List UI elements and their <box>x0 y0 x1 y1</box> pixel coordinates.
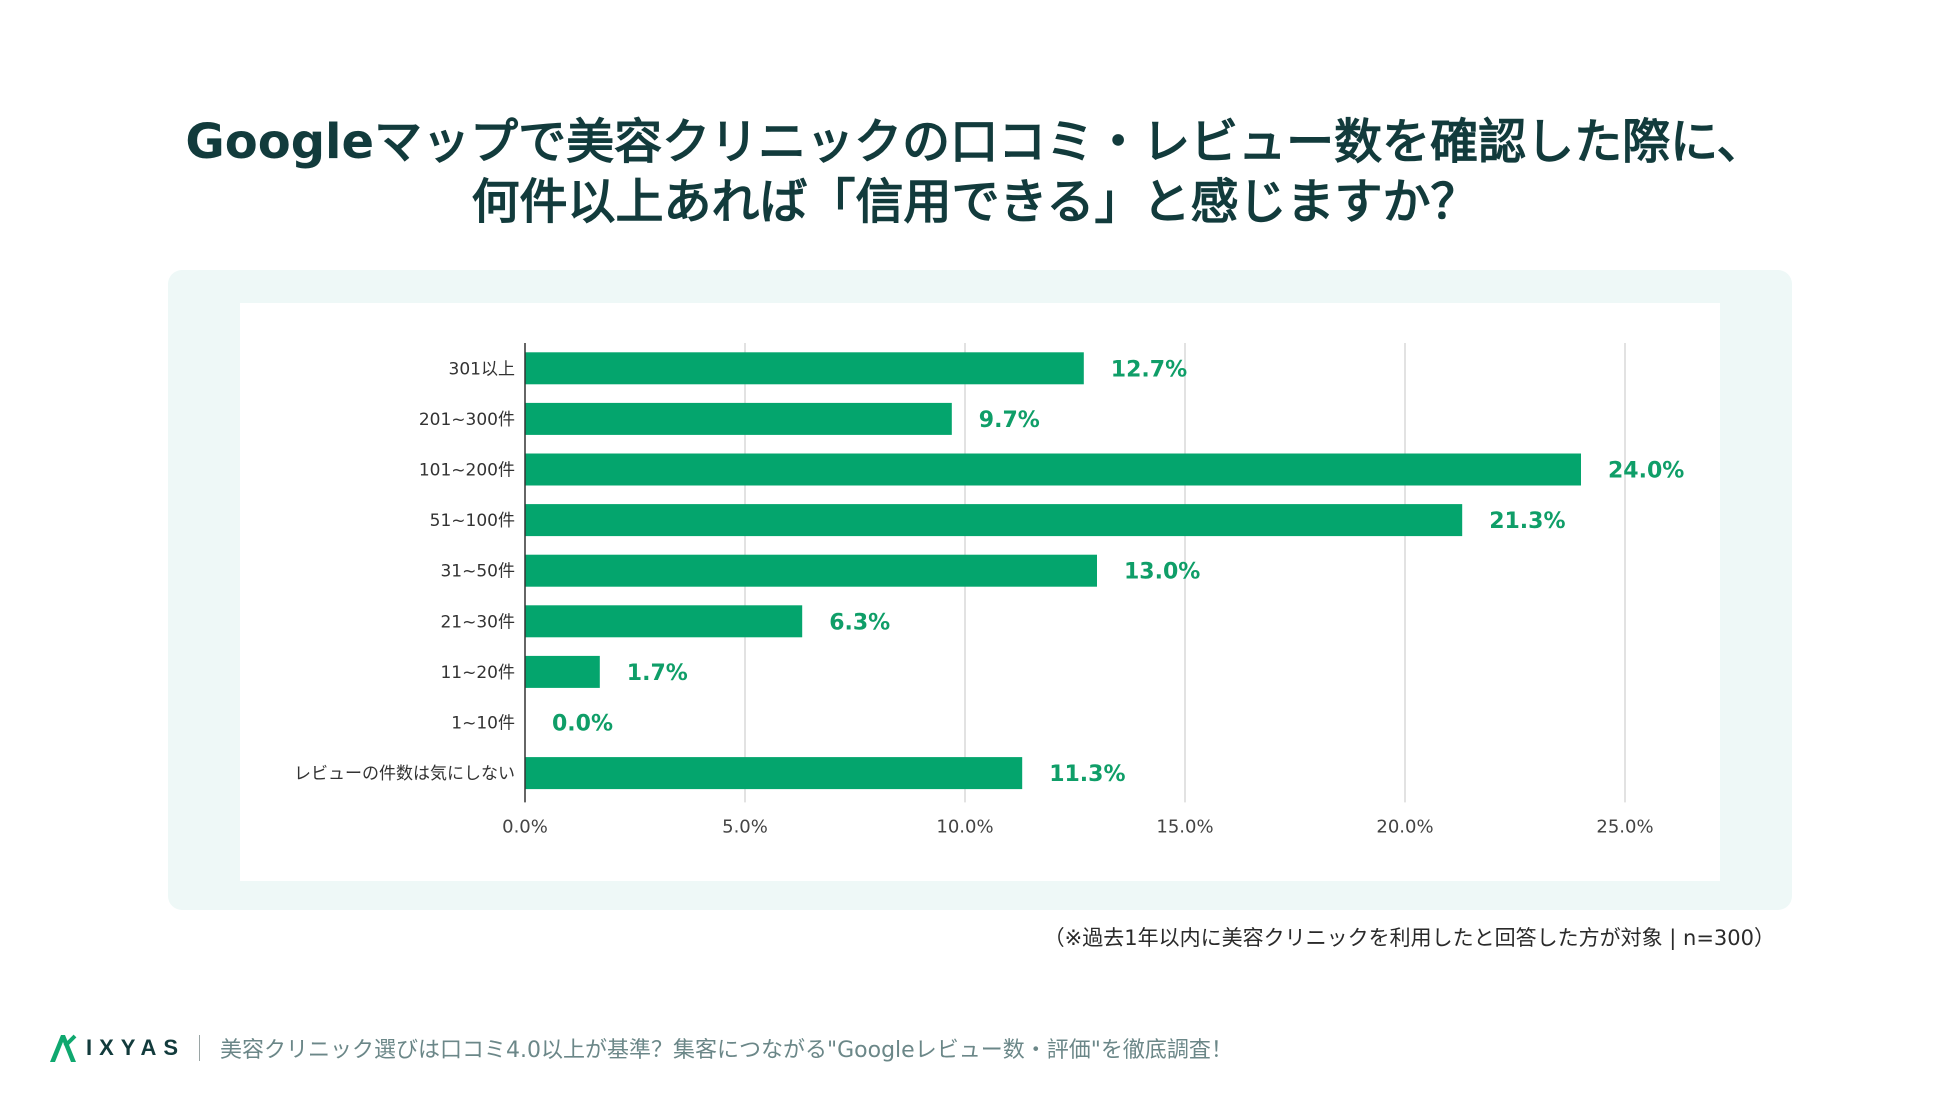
x-tick-label: 20.0% <box>1376 816 1433 837</box>
category-label: 31~50件 <box>440 562 515 582</box>
logo-text: IXYAS <box>86 1035 186 1060</box>
category-label: 301以上 <box>449 359 515 379</box>
value-label: 12.7% <box>1111 357 1187 382</box>
value-label: 11.3% <box>1049 762 1125 787</box>
bar <box>525 453 1581 486</box>
title-line-1: Googleマップで美容クリニックの口コミ・レビュー数を確認した際に、 <box>185 114 1765 170</box>
category-label: 201~300件 <box>419 410 515 430</box>
value-label: 6.3% <box>829 610 890 635</box>
bar <box>525 504 1463 537</box>
page-title: Googleマップで美容クリニックの口コミ・レビュー数を確認した際に、 何件以上… <box>0 112 1950 232</box>
ixyas-logo-mark-icon <box>50 1034 77 1062</box>
bar <box>525 352 1084 385</box>
footer-divider <box>199 1035 201 1061</box>
bar <box>525 402 952 435</box>
x-tick-label: 10.0% <box>936 816 993 837</box>
ixyas-logo[interactable]: IXYAS <box>48 1032 185 1064</box>
title-line-2: 何件以上あれば「信用できる」と感じますか？ <box>471 174 1479 230</box>
category-label: 1~10件 <box>451 714 515 734</box>
value-label: 1.7% <box>627 661 688 686</box>
chart-panel: 0.0% 5.0% 10.0% 15.0% 20.0% 25.0% 301以上 12.7% 20… <box>168 270 1792 910</box>
bar <box>525 655 600 688</box>
footer: IXYAS 美容クリニック選びは口コミ4.0以上が基準？集客につながる"Goog… <box>48 1030 1233 1066</box>
category-label: 11~20件 <box>440 663 515 683</box>
bar <box>525 554 1097 587</box>
category-label: 51~100件 <box>430 511 515 531</box>
x-tick-label: 15.0% <box>1156 816 1213 837</box>
footer-caption: 美容クリニック選びは口コミ4.0以上が基準？集客につながる"Googleレビュー… <box>220 1038 1233 1063</box>
x-tick-label: 25.0% <box>1596 816 1653 837</box>
value-label: 21.3% <box>1489 509 1565 534</box>
bar <box>525 757 1023 790</box>
chart-card: 0.0% 5.0% 10.0% 15.0% 20.0% 25.0% 301以上 12.7% 20… <box>240 303 1720 881</box>
value-label: 24.0% <box>1608 459 1684 484</box>
bar-chart: 0.0% 5.0% 10.0% 15.0% 20.0% 25.0% 301以上 12.7% 20… <box>294 343 1684 837</box>
bar <box>525 605 803 638</box>
survey-note: （※過去1年以内に美容クリニックを利用したと回答した方が対象 | n=300） <box>1043 926 1775 950</box>
x-tick-label: 5.0% <box>722 816 768 837</box>
category-label: 21~30件 <box>440 612 515 632</box>
category-label: レビューの件数は気にしない <box>294 764 515 784</box>
value-label: 13.0% <box>1124 560 1200 585</box>
category-label: 101~200件 <box>419 461 515 481</box>
value-label: 9.7% <box>979 408 1040 433</box>
value-label: 0.0% <box>552 712 613 737</box>
x-tick-label: 0.0% <box>502 816 548 837</box>
